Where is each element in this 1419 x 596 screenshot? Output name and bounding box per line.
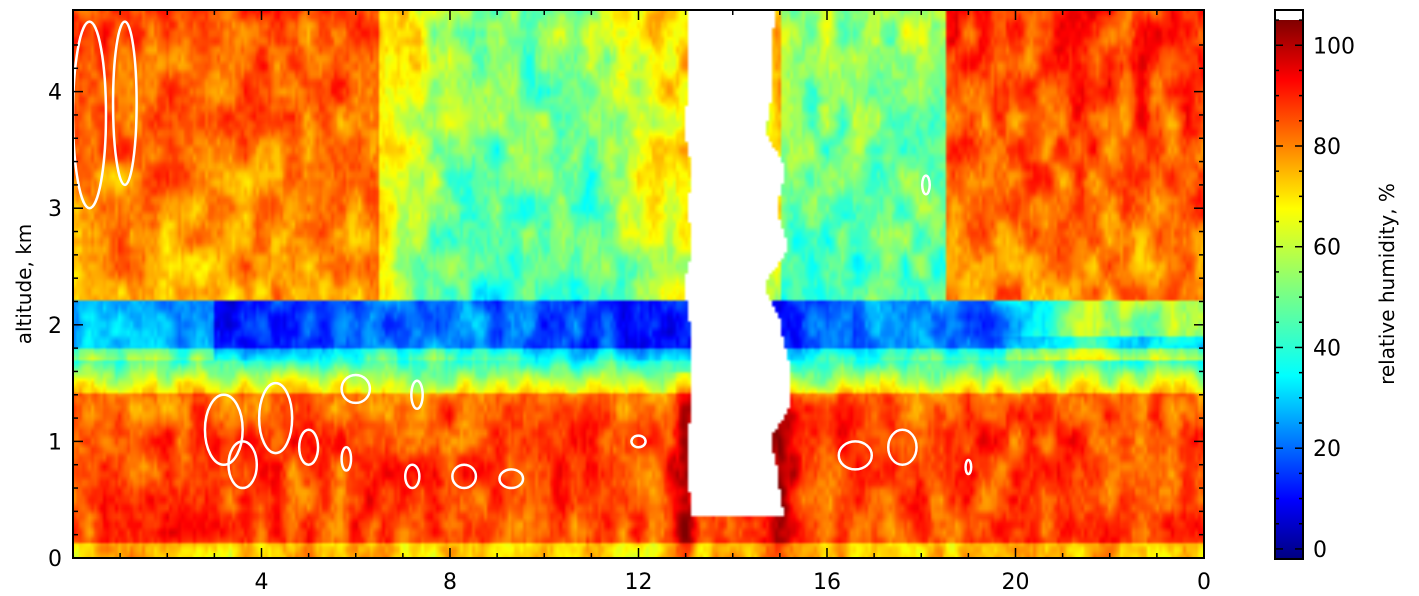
saturation-contour (887, 428, 918, 466)
colorbar-tick-label: 60 (1313, 236, 1341, 261)
saturation-contour (340, 373, 372, 405)
x-tick-label: 4 (255, 570, 269, 595)
colorbar-label: relative humidity, % (1375, 183, 1399, 385)
saturation-contour (73, 20, 108, 210)
colorbar-tick-label: 20 (1313, 437, 1341, 462)
colorbar-tick-label: 40 (1313, 336, 1341, 361)
colorbar-tick-label: 100 (1313, 34, 1355, 59)
x-tick-label: 8 (443, 570, 457, 595)
saturation-contour (111, 20, 138, 187)
x-tick-label: 16 (813, 570, 841, 595)
contour-lines (73, 20, 973, 490)
x-tick-label: 12 (625, 570, 653, 595)
colorbar-over-cap (1275, 10, 1303, 20)
y-tick-label: 0 (48, 547, 62, 572)
saturation-contour (257, 381, 294, 455)
saturation-contour (227, 440, 259, 490)
saturation-contour (630, 434, 647, 449)
saturation-contour (403, 463, 421, 490)
y-tick-label: 4 (48, 81, 62, 106)
colorbar-tick-label: 80 (1313, 135, 1341, 160)
saturation-contour (410, 379, 424, 411)
saturation-contour (297, 428, 320, 466)
y-tick-label: 2 (48, 314, 62, 339)
saturation-contour (498, 468, 525, 490)
saturation-contour (920, 174, 931, 196)
y-tick-label: 1 (48, 430, 62, 455)
colorbar-ticks: 0 20 40 60 80 100 (1275, 19, 1355, 563)
x-tick-label: 0 (1197, 570, 1211, 595)
x-axis: 4 8 12 16 20 0 (119, 10, 1211, 595)
y-axis-label: altitude, km (12, 224, 36, 345)
x-tick-label: 20 (1002, 570, 1030, 595)
colorbar: 0 20 40 60 80 100 relative humidity, % (1274, 9, 1399, 563)
saturation-contour (340, 445, 353, 472)
humidity-field (73, 10, 1204, 558)
colorbar-frame (1274, 9, 1304, 560)
colorbar-gradient (1275, 20, 1303, 559)
saturation-contour (837, 440, 874, 471)
saturation-contour (451, 463, 478, 490)
saturation-contour (203, 393, 244, 466)
saturation-contour (964, 458, 973, 476)
y-tick-label: 3 (48, 197, 62, 222)
plot-area (73, 10, 1204, 558)
y-axis: 0 1 2 3 4 (48, 44, 1204, 572)
colorbar-tick-label: 0 (1313, 538, 1327, 563)
